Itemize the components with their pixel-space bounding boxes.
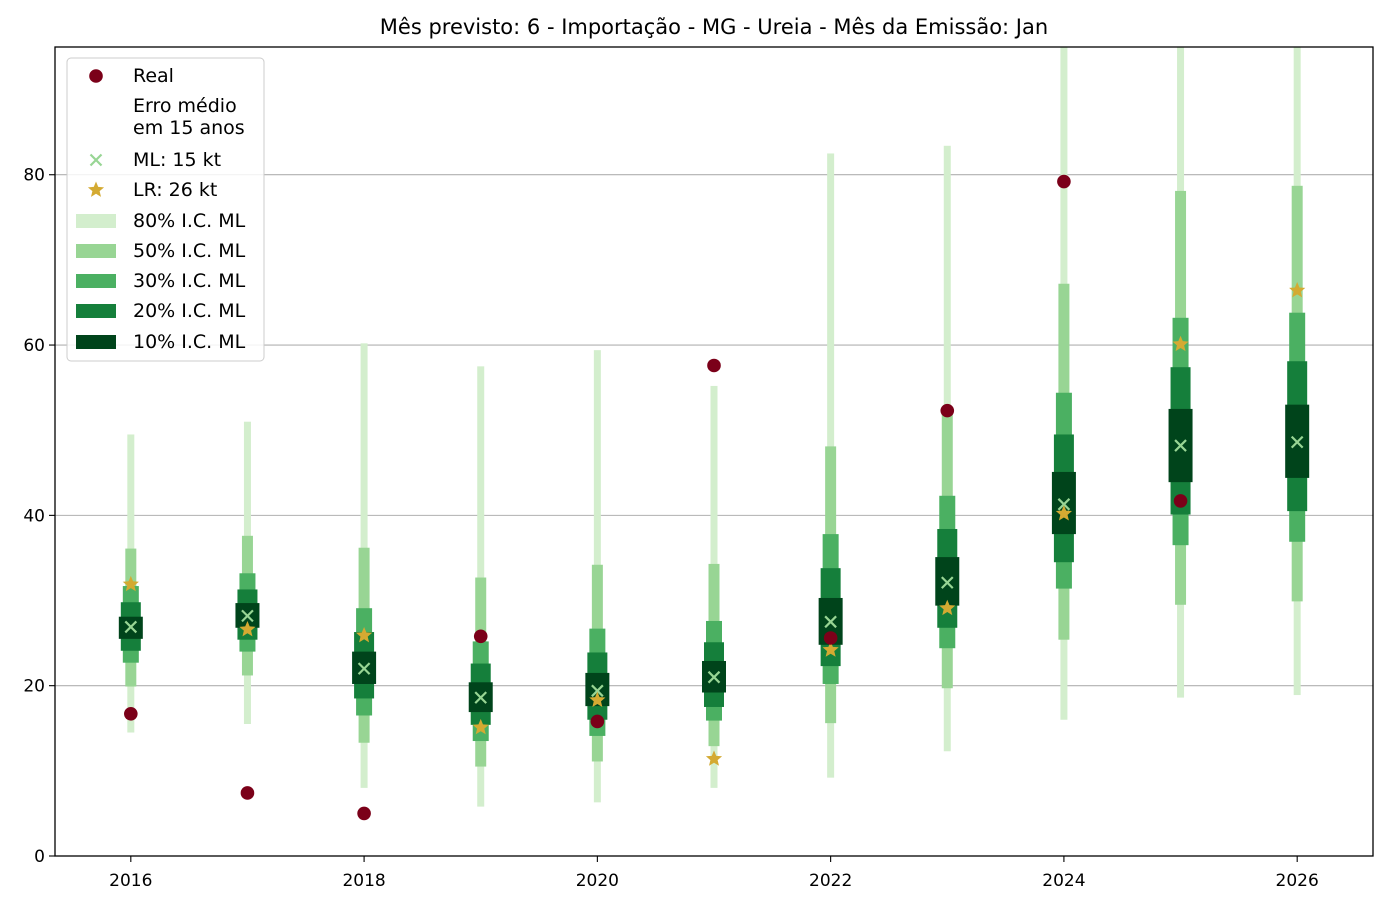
real-point-2021	[707, 358, 721, 373]
lr-point-2025	[1172, 335, 1189, 352]
x-tick-label-4: 2024	[1042, 871, 1085, 891]
legend-ci80-label: 80% I.C. ML	[133, 210, 246, 232]
ml-point-2024-b	[1057, 498, 1071, 511]
legend-real-marker	[89, 69, 103, 83]
ml-point-2021	[707, 670, 721, 684]
legend-ci20-label: 20% I.C. ML	[133, 300, 246, 322]
legend-avg-error-label: Erro médio em 15 anos	[133, 95, 245, 139]
legend-lr-marker	[87, 181, 105, 197]
x-tick-label-5: 2026	[1276, 871, 1319, 891]
legend-ml-label-line-0: ML: 15 kt	[133, 149, 221, 171]
ml-point-2023-b	[940, 576, 954, 589]
real-point-2017	[240, 786, 255, 800]
legend-ci10-label: 10% I.C. ML	[133, 331, 246, 353]
legend-ml-marker-b	[89, 153, 103, 167]
legend-avg-error-label-line-0: Erro médio	[133, 95, 237, 117]
ml-point-2019-b	[474, 691, 488, 704]
lr-point-2020	[589, 691, 606, 708]
interval-bars	[118, 47, 1310, 807]
y-tick-label-4: 80	[23, 166, 45, 186]
lr-point-2023	[939, 599, 956, 616]
ml-point-2016	[124, 620, 138, 634]
axes-frame	[54, 46, 1374, 857]
real-point-2018	[357, 806, 371, 821]
ml-point-2017-b	[241, 609, 254, 623]
real-point-2024	[1057, 174, 1071, 189]
chart-title: Mês previsto: 6 - Importação - MG - Urei…	[380, 15, 1048, 39]
ml-point-2022	[824, 615, 837, 629]
ml-point-2026	[1290, 435, 1304, 449]
lr-point-2026	[1289, 282, 1306, 298]
ml-point-2019	[474, 691, 488, 704]
legend-ci30-label: 30% I.C. ML	[133, 270, 246, 292]
legend-ml-label: ML: 15 kt	[133, 149, 221, 171]
legend-ci30-swatch	[76, 274, 116, 288]
y-tick-label-2: 40	[23, 506, 45, 526]
real-point-2016	[124, 706, 138, 721]
ml-point-2022-b	[824, 615, 837, 629]
x-tick-label-3: 2022	[809, 871, 852, 891]
ml-point-2024	[1057, 498, 1071, 511]
lr-point-2018	[356, 626, 373, 643]
real-point-2023	[940, 403, 955, 418]
ml-point-2016-b	[124, 620, 138, 634]
axis-ticks: 0 20 40 60 80 2016 2018 2020 2022 2024 2026	[23, 166, 1318, 891]
legend-avg-error-label-line-1: em 15 anos	[133, 117, 245, 139]
legend-box	[66, 57, 265, 362]
lr-point-2019	[472, 718, 489, 735]
legend-ci20-swatch	[76, 304, 116, 318]
legend-ci50-swatch	[76, 244, 116, 258]
lr-point-2017	[239, 620, 256, 637]
real-point-2020	[590, 714, 605, 729]
legend-ml-marker	[89, 153, 103, 167]
x-tick-label-1: 2018	[342, 871, 385, 891]
legend-real-label: Real	[133, 65, 174, 87]
y-tick-label-0: 0	[34, 847, 45, 867]
data-points	[122, 174, 1306, 821]
real-point-2025	[1173, 494, 1188, 508]
legend-ci80-label-line-0: 80% I.C. ML	[133, 210, 246, 232]
legend-ci10-label-line-0: 10% I.C. ML	[133, 331, 246, 353]
legend-ci30-label-line-0: 30% I.C. ML	[133, 270, 246, 292]
ml-point-2025	[1174, 439, 1187, 452]
x-tick-label-0: 2016	[109, 871, 152, 891]
ml-point-2018-b	[357, 662, 371, 675]
y-tick-label-3: 60	[23, 336, 45, 356]
legend: Real Erro médio em 15 anos ML: 15 kt LR: 26 …	[66, 57, 265, 362]
legend-real-label-line-0: Real	[133, 65, 174, 87]
ml-point-2021-b	[707, 670, 721, 684]
lr-point-2022	[822, 641, 839, 657]
lr-point-2016	[122, 575, 139, 592]
legend-ci10-swatch	[76, 335, 116, 349]
x-tick-label-2: 2020	[576, 871, 619, 891]
ml-point-2025-b	[1174, 439, 1187, 452]
ml-point-2018	[357, 662, 371, 675]
legend-ci50-label: 50% I.C. ML	[133, 240, 246, 262]
real-point-2019	[473, 629, 488, 644]
lr-point-2024	[1055, 505, 1072, 521]
lr-point-2021	[705, 750, 723, 766]
ml-point-2023	[940, 576, 954, 589]
y-tick-label-1: 20	[23, 677, 45, 697]
legend-ci50-label-line-0: 50% I.C. ML	[133, 240, 246, 262]
legend-ci20-label-line-0: 20% I.C. ML	[133, 300, 246, 322]
real-point-2022	[823, 631, 838, 645]
ml-point-2020	[591, 684, 604, 698]
legend-lr-label-line-0: LR: 26 kt	[133, 179, 217, 201]
ml-point-2026-b	[1290, 435, 1304, 449]
ml-point-2017	[241, 609, 254, 623]
legend-ci80-swatch	[76, 214, 116, 228]
ml-point-2020-b	[591, 684, 604, 698]
legend-lr-label: LR: 26 kt	[133, 179, 217, 201]
